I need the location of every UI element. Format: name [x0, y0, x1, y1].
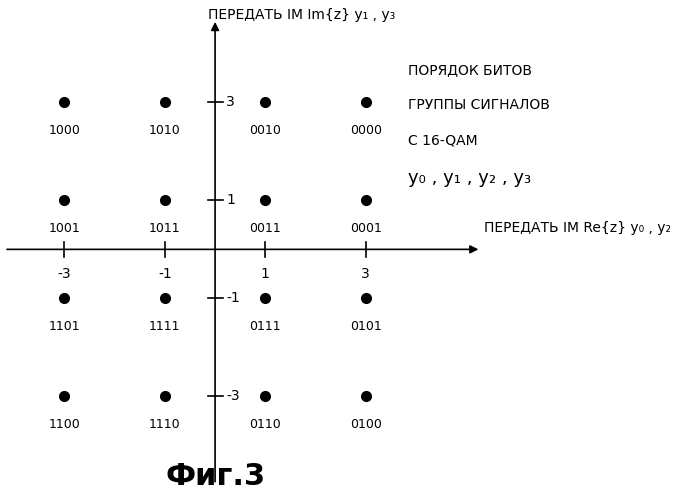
Text: 1111: 1111	[149, 320, 181, 334]
Text: 1100: 1100	[49, 418, 80, 432]
Text: 0010: 0010	[249, 124, 281, 138]
Text: -3: -3	[226, 390, 240, 404]
Text: 1: 1	[261, 266, 270, 280]
Text: -1: -1	[226, 292, 240, 306]
Text: Фиг.3: Фиг.3	[165, 462, 265, 492]
Text: -3: -3	[57, 266, 71, 280]
Text: ПЕРЕДАТЬ IM Re{z} y₀ , y₂: ПЕРЕДАТЬ IM Re{z} y₀ , y₂	[484, 220, 671, 234]
Text: 1010: 1010	[149, 124, 181, 138]
Text: 1101: 1101	[49, 320, 80, 334]
Text: 0101: 0101	[350, 320, 381, 334]
Text: 0111: 0111	[249, 320, 281, 334]
Text: 0110: 0110	[249, 418, 281, 432]
Text: 1110: 1110	[149, 418, 181, 432]
Text: 3: 3	[361, 266, 370, 280]
Text: 0001: 0001	[350, 222, 381, 235]
Text: 0011: 0011	[249, 222, 281, 235]
Text: 0100: 0100	[350, 418, 381, 432]
Text: ПОРЯДОК БИТОВ: ПОРЯДОК БИТОВ	[408, 63, 532, 77]
Text: 1001: 1001	[49, 222, 80, 235]
Text: 0000: 0000	[350, 124, 381, 138]
Text: С 16-QAM: С 16-QAM	[408, 134, 478, 147]
Text: ГРУППЫ СИГНАЛОВ: ГРУППЫ СИГНАЛОВ	[408, 98, 550, 112]
Text: ПЕРЕДАТЬ IM Im{z} y₁ , y₃: ПЕРЕДАТЬ IM Im{z} y₁ , y₃	[208, 8, 395, 22]
Text: 1000: 1000	[49, 124, 80, 138]
Text: 1011: 1011	[149, 222, 181, 235]
Text: 3: 3	[226, 96, 235, 110]
Text: -1: -1	[158, 266, 172, 280]
Text: y₀ , y₁ , y₂ , y₃: y₀ , y₁ , y₂ , y₃	[408, 169, 532, 187]
Text: 1: 1	[226, 194, 235, 207]
